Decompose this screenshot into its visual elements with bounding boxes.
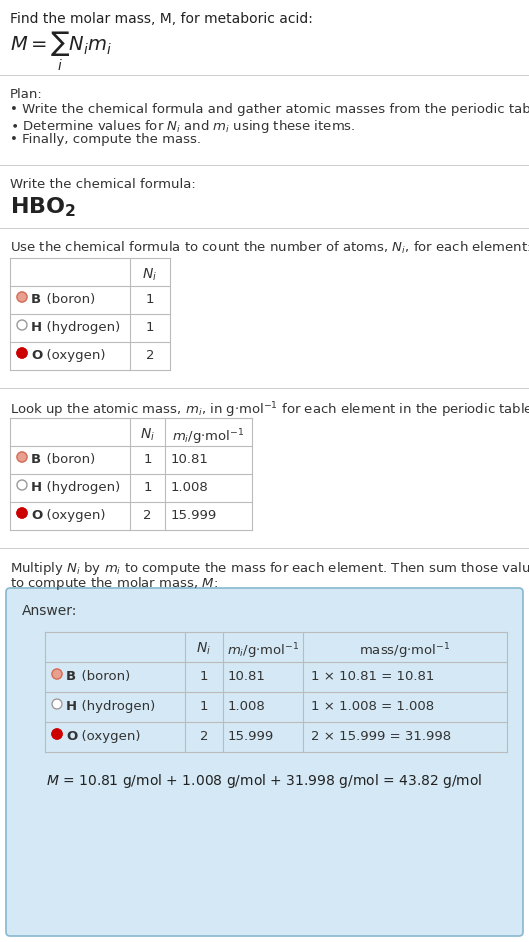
Circle shape	[52, 729, 62, 739]
Text: 1 × 1.008 = 1.008: 1 × 1.008 = 1.008	[311, 700, 434, 713]
Text: $N_i$: $N_i$	[196, 641, 212, 658]
Text: O: O	[31, 509, 42, 522]
Text: 1.008: 1.008	[171, 481, 209, 494]
Text: • Write the chemical formula and gather atomic masses from the periodic table.: • Write the chemical formula and gather …	[10, 103, 529, 116]
Text: (boron): (boron)	[38, 453, 95, 466]
Text: 1: 1	[146, 321, 154, 334]
Text: 1: 1	[200, 670, 208, 683]
Text: B: B	[66, 670, 76, 683]
Text: $m_i$/g$\cdot$mol$^{-1}$: $m_i$/g$\cdot$mol$^{-1}$	[227, 641, 299, 660]
Text: 10.81: 10.81	[228, 670, 266, 683]
Text: B: B	[31, 293, 41, 306]
Text: $\bullet$ Determine values for $N_i$ and $m_i$ using these items.: $\bullet$ Determine values for $N_i$ and…	[10, 118, 355, 135]
Text: • Finally, compute the mass.: • Finally, compute the mass.	[10, 133, 201, 146]
Text: 2 × 15.999 = 31.998: 2 × 15.999 = 31.998	[311, 730, 451, 743]
Text: (hydrogen): (hydrogen)	[38, 321, 120, 334]
Text: 1: 1	[143, 481, 152, 494]
Text: 2: 2	[143, 509, 152, 522]
Text: 10.81: 10.81	[171, 453, 209, 466]
Circle shape	[17, 508, 27, 518]
Text: Look up the atomic mass, $m_i$, in g$\cdot$mol$^{-1}$ for each element in the pe: Look up the atomic mass, $m_i$, in g$\cd…	[10, 400, 529, 419]
Circle shape	[52, 699, 62, 709]
Text: Multiply $N_i$ by $m_i$ to compute the mass for each element. Then sum those val: Multiply $N_i$ by $m_i$ to compute the m…	[10, 560, 529, 577]
Text: 1 × 10.81 = 10.81: 1 × 10.81 = 10.81	[311, 670, 434, 683]
FancyBboxPatch shape	[6, 588, 523, 936]
Text: $M = \sum_i N_i m_i$: $M = \sum_i N_i m_i$	[10, 30, 112, 73]
Text: B: B	[31, 453, 41, 466]
Text: $\mathbf{HBO_2}$: $\mathbf{HBO_2}$	[10, 195, 76, 219]
Text: Use the chemical formula to count the number of atoms, $N_i$, for each element:: Use the chemical formula to count the nu…	[10, 240, 529, 256]
Text: (oxygen): (oxygen)	[38, 349, 105, 362]
Circle shape	[17, 480, 27, 490]
Text: Find the molar mass, M, for metaboric acid:: Find the molar mass, M, for metaboric ac…	[10, 12, 313, 26]
Text: (oxygen): (oxygen)	[73, 730, 141, 743]
Circle shape	[17, 348, 27, 358]
Text: Write the chemical formula:: Write the chemical formula:	[10, 178, 196, 191]
Text: O: O	[66, 730, 77, 743]
Text: (oxygen): (oxygen)	[38, 509, 105, 522]
Text: O: O	[31, 349, 42, 362]
Text: (boron): (boron)	[73, 670, 130, 683]
Text: $N_i$: $N_i$	[142, 267, 158, 284]
Text: 1: 1	[200, 700, 208, 713]
Text: $M$ = 10.81 g/mol + 1.008 g/mol + 31.998 g/mol = 43.82 g/mol: $M$ = 10.81 g/mol + 1.008 g/mol + 31.998…	[46, 772, 483, 790]
Text: H: H	[66, 700, 77, 713]
Text: 1.008: 1.008	[228, 700, 266, 713]
Text: (hydrogen): (hydrogen)	[73, 700, 155, 713]
Text: H: H	[31, 321, 42, 334]
Text: Plan:: Plan:	[10, 88, 43, 101]
Circle shape	[52, 669, 62, 679]
Circle shape	[17, 320, 27, 330]
Text: 15.999: 15.999	[228, 730, 274, 743]
Text: 2: 2	[200, 730, 208, 743]
Text: H: H	[31, 481, 42, 494]
Text: $N_i$: $N_i$	[140, 427, 155, 444]
Text: Answer:: Answer:	[22, 604, 77, 618]
Text: 1: 1	[146, 293, 154, 306]
Text: mass/g$\cdot$mol$^{-1}$: mass/g$\cdot$mol$^{-1}$	[359, 641, 451, 660]
Text: 15.999: 15.999	[171, 509, 217, 522]
Circle shape	[17, 292, 27, 302]
Text: $m_i$/g$\cdot$mol$^{-1}$: $m_i$/g$\cdot$mol$^{-1}$	[172, 427, 245, 447]
Text: 2: 2	[146, 349, 154, 362]
Text: (hydrogen): (hydrogen)	[38, 481, 120, 494]
Text: to compute the molar mass, $M$:: to compute the molar mass, $M$:	[10, 575, 218, 592]
Text: 1: 1	[143, 453, 152, 466]
Circle shape	[17, 452, 27, 462]
Text: (boron): (boron)	[38, 293, 95, 306]
